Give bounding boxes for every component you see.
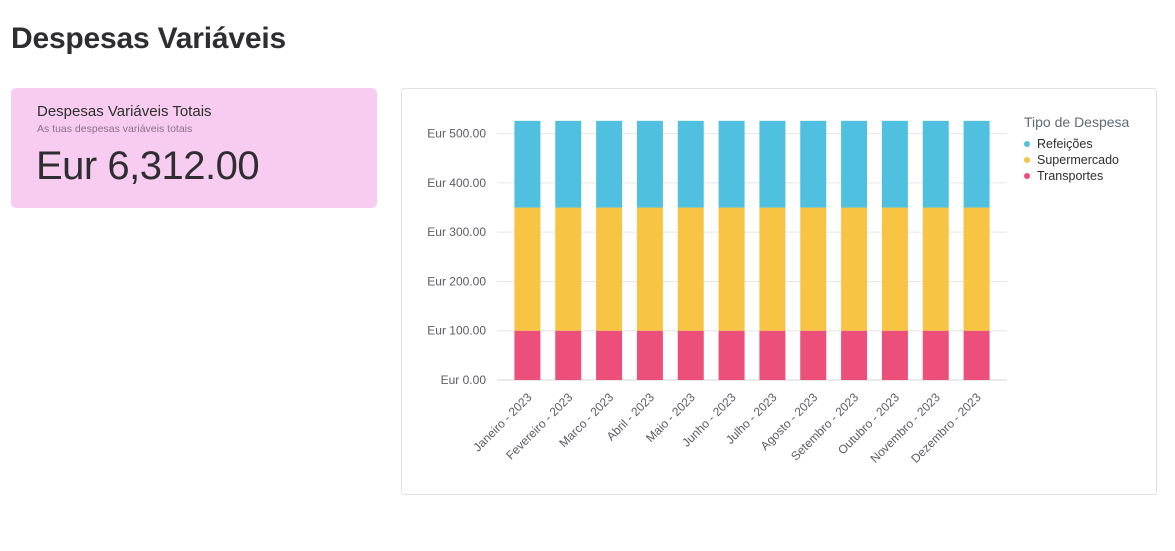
bar-segment-supermercado[interactable] — [800, 207, 827, 331]
legend-item-label: Refeições — [1037, 137, 1093, 151]
bar-segment-refeies[interactable] — [963, 120, 990, 208]
bar-segment-refeies[interactable] — [800, 120, 827, 208]
legend-item-label: Transportes — [1037, 169, 1104, 183]
bar-segment-refeies[interactable] — [841, 120, 868, 208]
legend-item-supermercado[interactable]: Supermercado — [1024, 152, 1129, 168]
bar-segment-refeies[interactable] — [677, 120, 704, 208]
bar-segment-supermercado[interactable] — [514, 207, 541, 331]
bar-segment-supermercado[interactable] — [596, 207, 623, 331]
bar-segment-supermercado[interactable] — [922, 207, 949, 331]
bar-segment-supermercado[interactable] — [841, 207, 868, 331]
bar-segment-transportes[interactable] — [800, 330, 827, 380]
bar-segment-supermercado[interactable] — [759, 207, 786, 331]
bar-segment-refeies[interactable] — [596, 120, 623, 208]
legend-dot-icon — [1024, 141, 1030, 147]
y-tick-label: Eur 300.00 — [427, 225, 486, 239]
y-tick-label: Eur 200.00 — [427, 274, 486, 288]
y-tick-label: Eur 0.00 — [441, 373, 487, 387]
legend-item-transportes[interactable]: Transportes — [1024, 168, 1129, 184]
bar-segment-supermercado[interactable] — [677, 207, 704, 331]
x-tick-label: Novembro - 2023 — [867, 390, 943, 466]
chart-legend: Tipo de Despesa Refeições Supermercado T… — [1024, 114, 1129, 184]
bar-segment-supermercado[interactable] — [636, 207, 663, 331]
y-tick-label: Eur 400.00 — [427, 176, 486, 190]
bar-segment-refeies[interactable] — [759, 120, 786, 208]
legend-item-refeicoes[interactable]: Refeições — [1024, 136, 1129, 152]
bar-segment-transportes[interactable] — [718, 330, 745, 380]
bar-segment-transportes[interactable] — [841, 330, 868, 380]
y-tick-label: Eur 500.00 — [427, 127, 486, 141]
bar-segment-transportes[interactable] — [963, 330, 990, 380]
kpi-title: Despesas Variáveis Totais — [37, 103, 212, 120]
bar-segment-transportes[interactable] — [922, 330, 949, 380]
legend-title: Tipo de Despesa — [1024, 114, 1130, 130]
bar-segment-refeies[interactable] — [636, 120, 663, 208]
bar-segment-transportes[interactable] — [596, 330, 623, 380]
bar-segment-refeies[interactable] — [922, 120, 949, 208]
bar-segment-refeies[interactable] — [514, 120, 541, 208]
bar-segment-supermercado[interactable] — [881, 207, 908, 331]
bar-segment-supermercado[interactable] — [718, 207, 745, 331]
legend-item-label: Supermercado — [1037, 153, 1119, 167]
bar-segment-refeies[interactable] — [555, 120, 582, 208]
bar-segment-transportes[interactable] — [555, 330, 582, 380]
bar-segment-supermercado[interactable] — [963, 207, 990, 331]
x-tick-label: Dezembro - 2023 — [908, 390, 984, 466]
bar-segment-transportes[interactable] — [636, 330, 663, 380]
legend-dot-icon — [1024, 173, 1030, 179]
bar-segment-supermercado[interactable] — [555, 207, 582, 331]
expenses-chart-card: Eur 0.00 Eur 100.00 Eur 200.00 Eur 300.00 Eu… — [401, 88, 1157, 495]
kpi-subtitle: As tuas despesas variáveis totais — [37, 123, 193, 135]
kpi-value: Eur 6,312.00 — [36, 144, 260, 188]
bar-segment-transportes[interactable] — [677, 330, 704, 380]
total-expenses-card: Despesas Variáveis Totais As tuas despes… — [11, 88, 377, 208]
y-tick-label: Eur 100.00 — [427, 324, 486, 338]
bar-segment-transportes[interactable] — [881, 330, 908, 380]
bar-segment-refeies[interactable] — [718, 120, 745, 208]
bar-segment-refeies[interactable] — [881, 120, 908, 208]
stacked-bar-chart: Eur 0.00 Eur 100.00 Eur 200.00 Eur 300.00 Eu… — [427, 120, 1007, 466]
bar-segment-transportes[interactable] — [514, 330, 541, 380]
bar-segment-transportes[interactable] — [759, 330, 786, 380]
page-title: Despesas Variáveis — [11, 22, 286, 55]
legend-dot-icon — [1024, 157, 1030, 163]
